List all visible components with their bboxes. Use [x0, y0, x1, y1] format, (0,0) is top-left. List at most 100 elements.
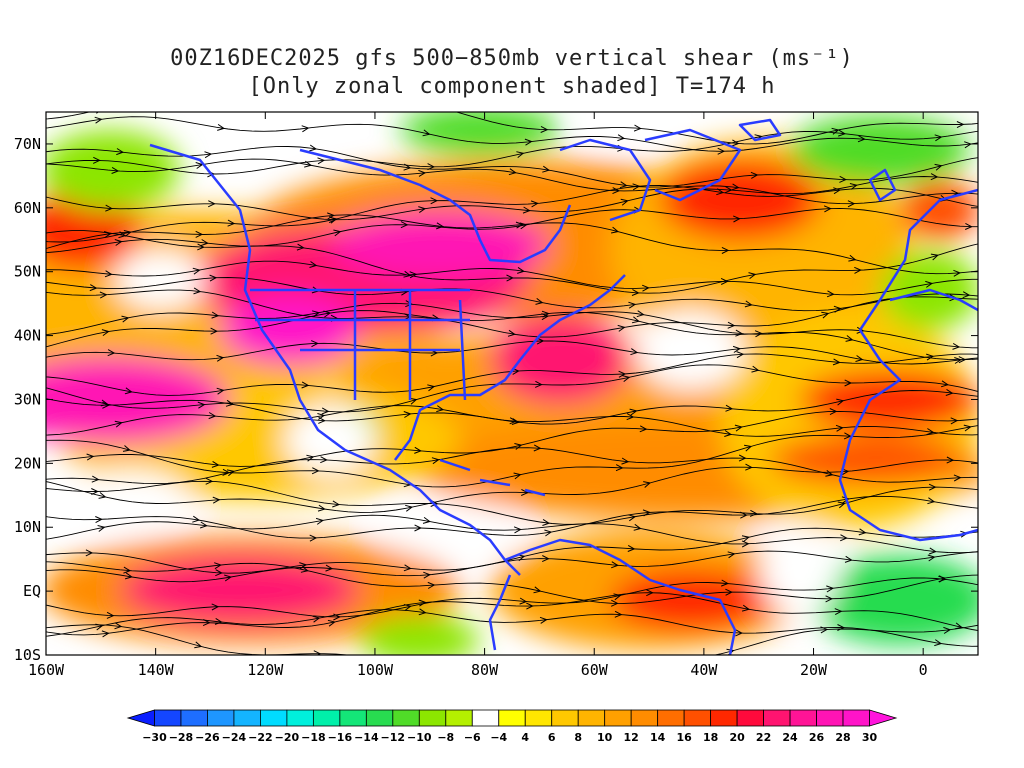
streamline-arrow: [200, 239, 209, 246]
streamline-arrow: [86, 453, 95, 461]
colorbar-label: 28: [835, 731, 850, 744]
streamline-arrow: [114, 622, 123, 630]
streamline-arrow: [414, 446, 422, 454]
colorbar-swatch: [577, 709, 606, 727]
streamline-arrow: [99, 291, 108, 299]
streamline-arrow: [309, 144, 318, 152]
streamline: [46, 425, 978, 488]
lat-label: 40N: [14, 327, 41, 345]
streamline-arrow: [316, 101, 323, 107]
streamline-arrow: [317, 413, 326, 420]
streamline-arrow: [614, 610, 623, 618]
streamline-arrow: [741, 540, 750, 548]
streamline-arrow: [91, 475, 100, 483]
streamline-arrow: [829, 408, 838, 416]
colorbar-swatch: [604, 709, 632, 727]
streamline-arrow: [217, 123, 226, 131]
streamline-arrow: [114, 239, 123, 246]
streamline-arrow: [311, 340, 319, 348]
streamline: [46, 410, 978, 467]
streamline-arrow: [313, 650, 322, 655]
streamline-arrow: [741, 604, 751, 612]
streamline-arrow: [216, 354, 225, 362]
streamline-arrow: [844, 555, 853, 563]
streamline-arrow: [643, 481, 652, 488]
streamline-arrow: [848, 254, 857, 262]
chart-title-line1: 00Z16DEC2025 gfs 500−850mb vertical shea…: [170, 46, 854, 71]
streamline-arrow: [329, 216, 338, 224]
streamline: [46, 146, 978, 188]
streamline-arrow: [403, 411, 412, 418]
streamline-arrow: [540, 125, 549, 133]
colorbar-label: 20: [729, 731, 745, 744]
streamline-arrow: [89, 284, 98, 292]
streamline-arrow: [403, 564, 412, 572]
streamline-arrow: [720, 277, 729, 285]
streamline-arrow: [309, 534, 318, 542]
streamline-arrow: [98, 492, 107, 499]
streamline-arrow: [226, 469, 235, 477]
streamline-arrow: [749, 509, 758, 517]
streamline-arrow: [211, 311, 220, 319]
streamline-arrow: [403, 163, 412, 171]
streamline-arrow: [633, 523, 642, 531]
plot-frame: [45, 111, 979, 656]
colorbar-min-arrow: [126, 709, 155, 727]
streamline-arrow: [210, 327, 219, 335]
colorbar-swatch: [683, 709, 712, 727]
streamline: [46, 609, 978, 647]
streamline-arrow: [934, 639, 943, 647]
streamline-arrow: [964, 141, 972, 149]
streamline-arrow: [122, 445, 131, 452]
streamline-arrow: [646, 589, 654, 597]
colorbar-swatch: [312, 709, 341, 727]
colorbar-label: −8: [437, 731, 454, 744]
streamline: [46, 214, 978, 275]
colorbar-label: −28: [169, 731, 194, 744]
streamline-arrow: [721, 246, 730, 254]
streamline-arrow: [820, 626, 829, 634]
streamline: [46, 459, 978, 513]
streamline-arrow: [508, 168, 517, 176]
streamline-arrow: [617, 134, 626, 142]
colorbar-swatch: [233, 709, 261, 727]
colorbar-label: 14: [650, 731, 666, 744]
streamline-arrow: [633, 124, 642, 132]
streamline-arrow: [214, 562, 222, 570]
streamline-arrow: [212, 496, 221, 504]
streamline-arrow: [95, 516, 103, 524]
streamline-arrow: [524, 138, 533, 146]
streamline-arrow: [309, 261, 318, 268]
streamline-arrow: [431, 457, 440, 465]
streamline-arrow: [748, 272, 757, 279]
streamline: [46, 405, 978, 437]
streamline: [46, 447, 978, 485]
colorbar-label: 12: [624, 731, 639, 744]
lat-label: EQ: [23, 582, 41, 600]
colorbar-label: 24: [782, 731, 798, 744]
streamline-arrow: [821, 311, 830, 319]
streamline-arrow: [950, 417, 959, 425]
streamline-arrow: [732, 345, 741, 353]
streamline: [46, 260, 978, 296]
streamline-arrow: [325, 564, 334, 572]
colorbar-label: −24: [222, 731, 247, 744]
streamline-arrow: [727, 551, 736, 559]
streamline-arrow: [934, 134, 943, 142]
streamline-arrow: [839, 175, 847, 183]
streamline-arrow: [422, 516, 431, 524]
streamline-arrow: [735, 329, 744, 337]
colorbar-label: −22: [248, 731, 273, 744]
streamline-arrow: [107, 349, 116, 357]
colorbar-label: 22: [756, 731, 771, 744]
streamline-arrow: [617, 324, 626, 332]
colorbar-label: 6: [548, 731, 556, 744]
streamline-arrow: [427, 384, 436, 392]
lon-label: 140W: [138, 661, 175, 679]
streamline-arrow: [418, 599, 427, 607]
lon-label: 100W: [357, 661, 394, 679]
streamline-arrow: [542, 165, 551, 173]
streamline-arrow: [301, 381, 310, 389]
streamline-arrow: [927, 497, 936, 505]
lon-label: 60W: [581, 661, 609, 679]
